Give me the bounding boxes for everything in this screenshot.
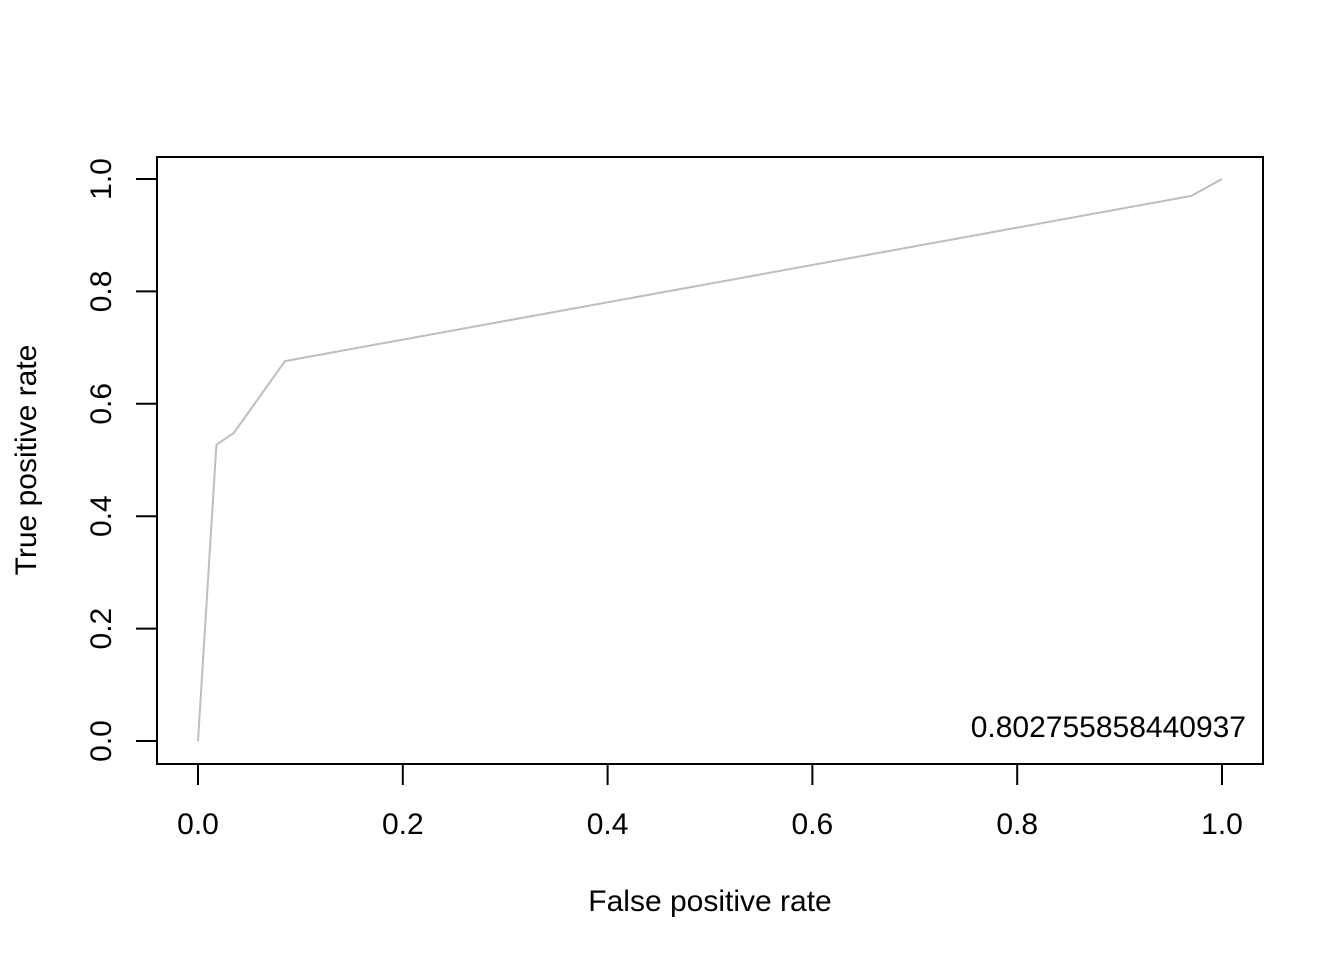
x-tick-label: 0.8: [996, 808, 1038, 841]
x-tick-label: 1.0: [1201, 808, 1243, 841]
x-tick-label: 0.6: [792, 808, 834, 841]
y-axis-label: True positive rate: [10, 345, 43, 576]
y-tick-label: 0.4: [85, 495, 118, 537]
x-tick-label: 0.0: [177, 808, 219, 841]
y-tick-label: 0.0: [85, 720, 118, 762]
y-tick-label: 0.8: [85, 271, 118, 313]
roc-curve-line: [197, 178, 1223, 742]
y-axis: 0.0 0.2 0.4 0.6 0.8 1.0: [85, 158, 158, 762]
y-tick-label: 0.6: [85, 383, 118, 425]
y-tick-label: 1.0: [85, 158, 118, 200]
x-tick-label: 0.4: [587, 808, 629, 841]
x-axis-label: False positive rate: [588, 885, 831, 918]
plot-frame: [156, 156, 1264, 765]
y-tick-label: 0.2: [85, 608, 118, 650]
x-axis: 0.0 0.2 0.4 0.6 0.8 1.0: [177, 763, 1243, 841]
series-group: [197, 178, 1223, 742]
auc-annotation: 0.802755858440937: [971, 711, 1246, 744]
x-tick-label: 0.2: [382, 808, 424, 841]
